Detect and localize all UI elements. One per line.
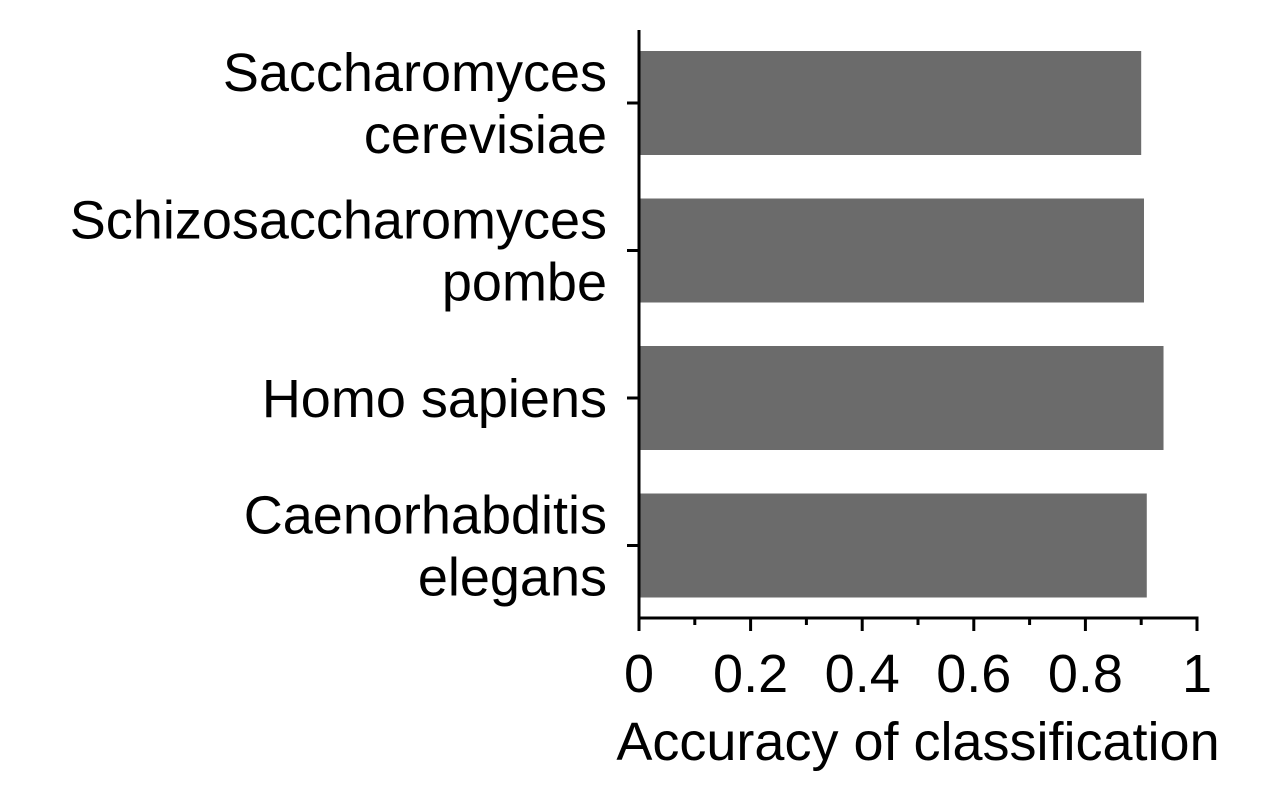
y-tick-label-line: cerevisiae [364,105,607,165]
y-tick-label-line: Homo sapiens [262,369,607,429]
bar-0 [639,51,1142,155]
x-tick-label-1: 0.2 [713,644,788,704]
x-axis: 0 0.2 0.4 0.6 0.8 1 [624,616,1212,704]
x-tick-label-2: 0.4 [825,644,900,704]
x-tick-label-0: 0 [624,644,654,704]
bar-1 [639,198,1144,303]
y-axis: Saccharomyces cerevisiae Schizosaccharomyc… [70,30,641,618]
x-tick-label-4: 0.8 [1048,644,1123,704]
x-tick-label-5: 1 [1182,644,1212,704]
x-axis-title: Accuracy of classification [616,712,1219,772]
y-tick-label-1: Schizosaccharomyces pombe [70,191,607,313]
y-tick-label-line: Schizosaccharomyces [70,191,607,251]
y-tick-label-line: Caenorhabditis [244,486,607,546]
y-tick-label-2: Homo sapiens [262,369,607,429]
y-tick-label-line: pombe [442,253,607,313]
y-tick-label-3: Caenorhabditis elegans [244,486,607,608]
y-tick-label-line: elegans [418,548,607,608]
x-tick-label-3: 0.6 [936,644,1011,704]
bars-group [639,51,1164,598]
bar-3 [639,493,1147,598]
y-tick-label-line: Saccharomyces [223,43,607,103]
bar-2 [639,346,1164,450]
y-tick-label-0: Saccharomyces cerevisiae [223,43,607,165]
